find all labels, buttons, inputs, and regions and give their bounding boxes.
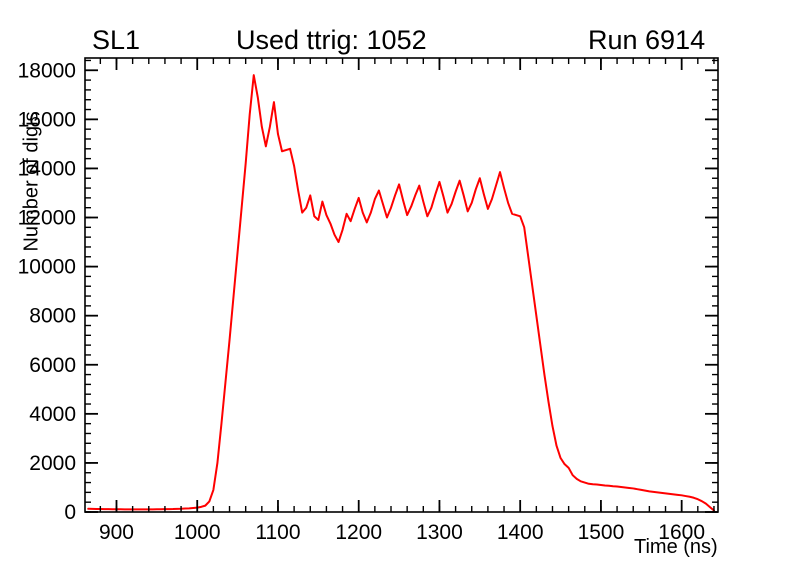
x-tick-label: 1300: [416, 521, 463, 544]
x-tick-label: 1000: [174, 521, 221, 544]
axis-frame: [84, 57, 719, 513]
y-tick-label: 0: [64, 501, 76, 524]
data-series: [87, 74, 715, 512]
y-tick-label: 12000: [18, 207, 76, 230]
x-tick-label: 1600: [658, 521, 705, 544]
y-tick-label: 8000: [29, 305, 76, 328]
x-tick-label: 900: [99, 521, 134, 544]
y-tick-labels: 0 2000 4000 6000 8000 10000 12000 14000 16000 180…: [18, 59, 76, 524]
header-title: Used ttrig: 1052: [236, 25, 427, 55]
x-axis-ticks: [99, 58, 715, 512]
series-line: [87, 74, 715, 512]
y-tick-label: 10000: [18, 256, 76, 279]
y-tick-label: 2000: [29, 452, 76, 475]
x-tick-label: 1400: [497, 521, 544, 544]
x-tick-label: 1500: [578, 521, 625, 544]
y-tick-label: 6000: [29, 354, 76, 377]
x-tick-label: 1200: [335, 521, 382, 544]
x-tick-label: 1100: [255, 521, 300, 544]
y-axis-ticks: [85, 59, 718, 513]
header-right-label: Run 6914: [588, 25, 706, 55]
header-left-label: SL1: [92, 25, 141, 55]
x-axis-title: Time (ns): [634, 536, 718, 558]
y-tick-label: 4000: [29, 403, 76, 426]
y-tick-label: 14000: [18, 157, 76, 180]
x-tick-labels: 900 1000 1100 1200 1300 1400 1500 1600: [99, 521, 705, 544]
y-tick-label: 18000: [18, 59, 76, 82]
y-tick-label: 16000: [18, 108, 76, 131]
